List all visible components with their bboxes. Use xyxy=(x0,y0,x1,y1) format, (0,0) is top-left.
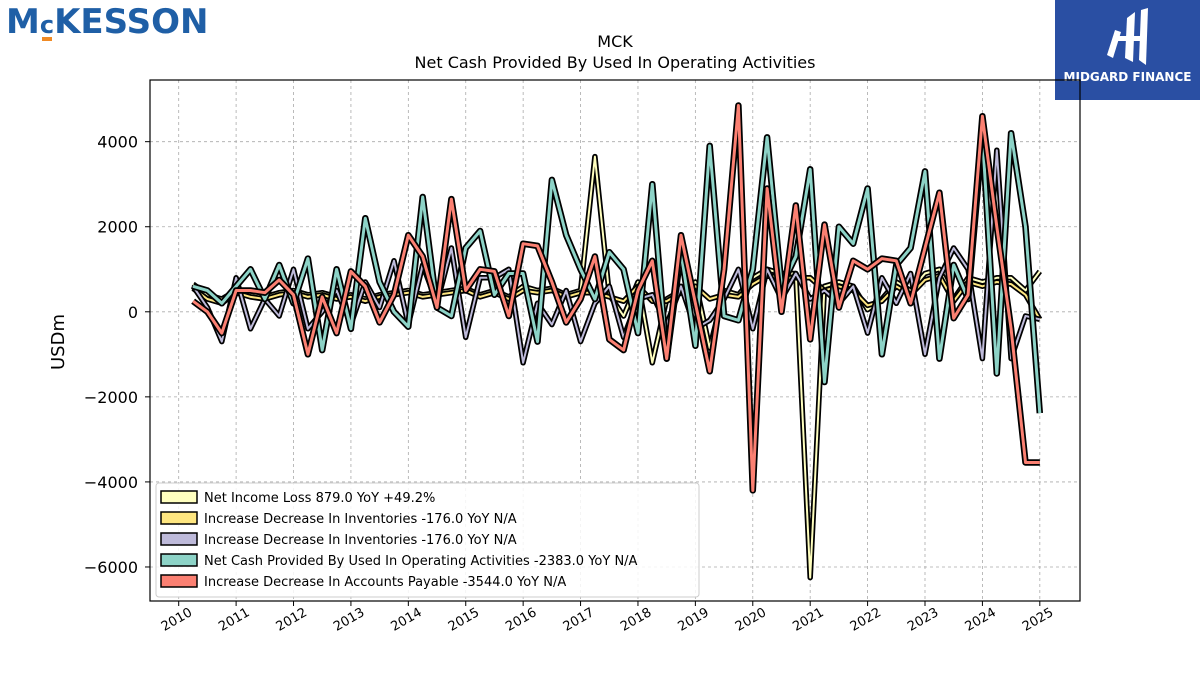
plot-frame xyxy=(149,79,1081,602)
mckesson-logo: McKESSON xyxy=(6,2,208,42)
legend-swatch xyxy=(160,532,198,546)
logo-left-c: c xyxy=(39,11,55,39)
x-tick-label: 2010 xyxy=(159,605,195,635)
chart-title: MCK xyxy=(597,32,633,51)
series-5 xyxy=(191,102,1040,494)
legend-entry: Net Cash Provided By Used In Operating A… xyxy=(204,554,638,569)
x-tick-label: 2024 xyxy=(963,605,999,635)
y-tick-label: −4000 xyxy=(84,473,138,492)
x-tick-label: 2017 xyxy=(561,605,597,635)
legend-swatch xyxy=(160,490,198,504)
legend-entry: Increase Decrease In Accounts Payable -3… xyxy=(204,575,566,590)
chart-subtitle: Net Cash Provided By Used In Operating A… xyxy=(415,53,816,72)
x-tick-label: 2013 xyxy=(331,605,367,635)
y-tick-label: 4000 xyxy=(97,133,138,152)
legend-swatch xyxy=(160,511,198,525)
series-line xyxy=(192,104,1040,492)
legend-entry: Increase Decrease In Inventories -176.0 … xyxy=(204,512,517,527)
x-tick-label: 2023 xyxy=(905,605,941,635)
midgard-emblem-icon xyxy=(1107,8,1148,65)
midgard-finance-logo: MIDGARD FINANCE xyxy=(1055,0,1200,100)
y-tick-label: −6000 xyxy=(84,558,138,577)
legend-swatch xyxy=(160,553,198,567)
logo-left-pre: M xyxy=(6,2,40,42)
x-tick-label: 2025 xyxy=(1020,605,1056,635)
x-ticks: 2010 2011 2012 2013 2014 2015 2016 2017 2018 2019… xyxy=(159,601,1056,635)
legend-box xyxy=(155,482,700,598)
y-axis-label: USDm xyxy=(48,314,69,370)
x-tick-label: 2016 xyxy=(503,605,539,635)
x-tick-label: 2015 xyxy=(446,605,482,635)
x-tick-label: 2020 xyxy=(733,605,769,635)
legend-swatch xyxy=(160,574,198,588)
x-tick-label: 2019 xyxy=(676,605,712,635)
legend-entry: Net Income Loss 879.0 YoY +49.2% xyxy=(204,491,435,506)
y-ticks: −6000 −4000 −2000 0 2000 4000 xyxy=(84,133,150,577)
x-tick-label: 2018 xyxy=(618,605,654,635)
y-tick-label: 2000 xyxy=(97,218,138,237)
midgard-finance-text: MIDGARD FINANCE xyxy=(1063,70,1192,84)
legend-entry: Increase Decrease In Inventories -176.0 … xyxy=(204,533,517,548)
y-tick-label: −2000 xyxy=(84,388,138,407)
x-tick-label: 2011 xyxy=(216,605,252,635)
y-tick-label: 0 xyxy=(128,303,138,322)
x-tick-label: 2014 xyxy=(389,605,425,635)
x-tick-label: 2012 xyxy=(274,605,310,635)
series-layer xyxy=(190,102,1044,581)
legend: Net Income Loss 879.0 YoY +49.2% Increase… xyxy=(155,482,700,598)
x-tick-label: 2021 xyxy=(790,605,826,635)
logo-left-post: KESSON xyxy=(54,2,209,42)
x-tick-label: 2022 xyxy=(848,605,884,635)
